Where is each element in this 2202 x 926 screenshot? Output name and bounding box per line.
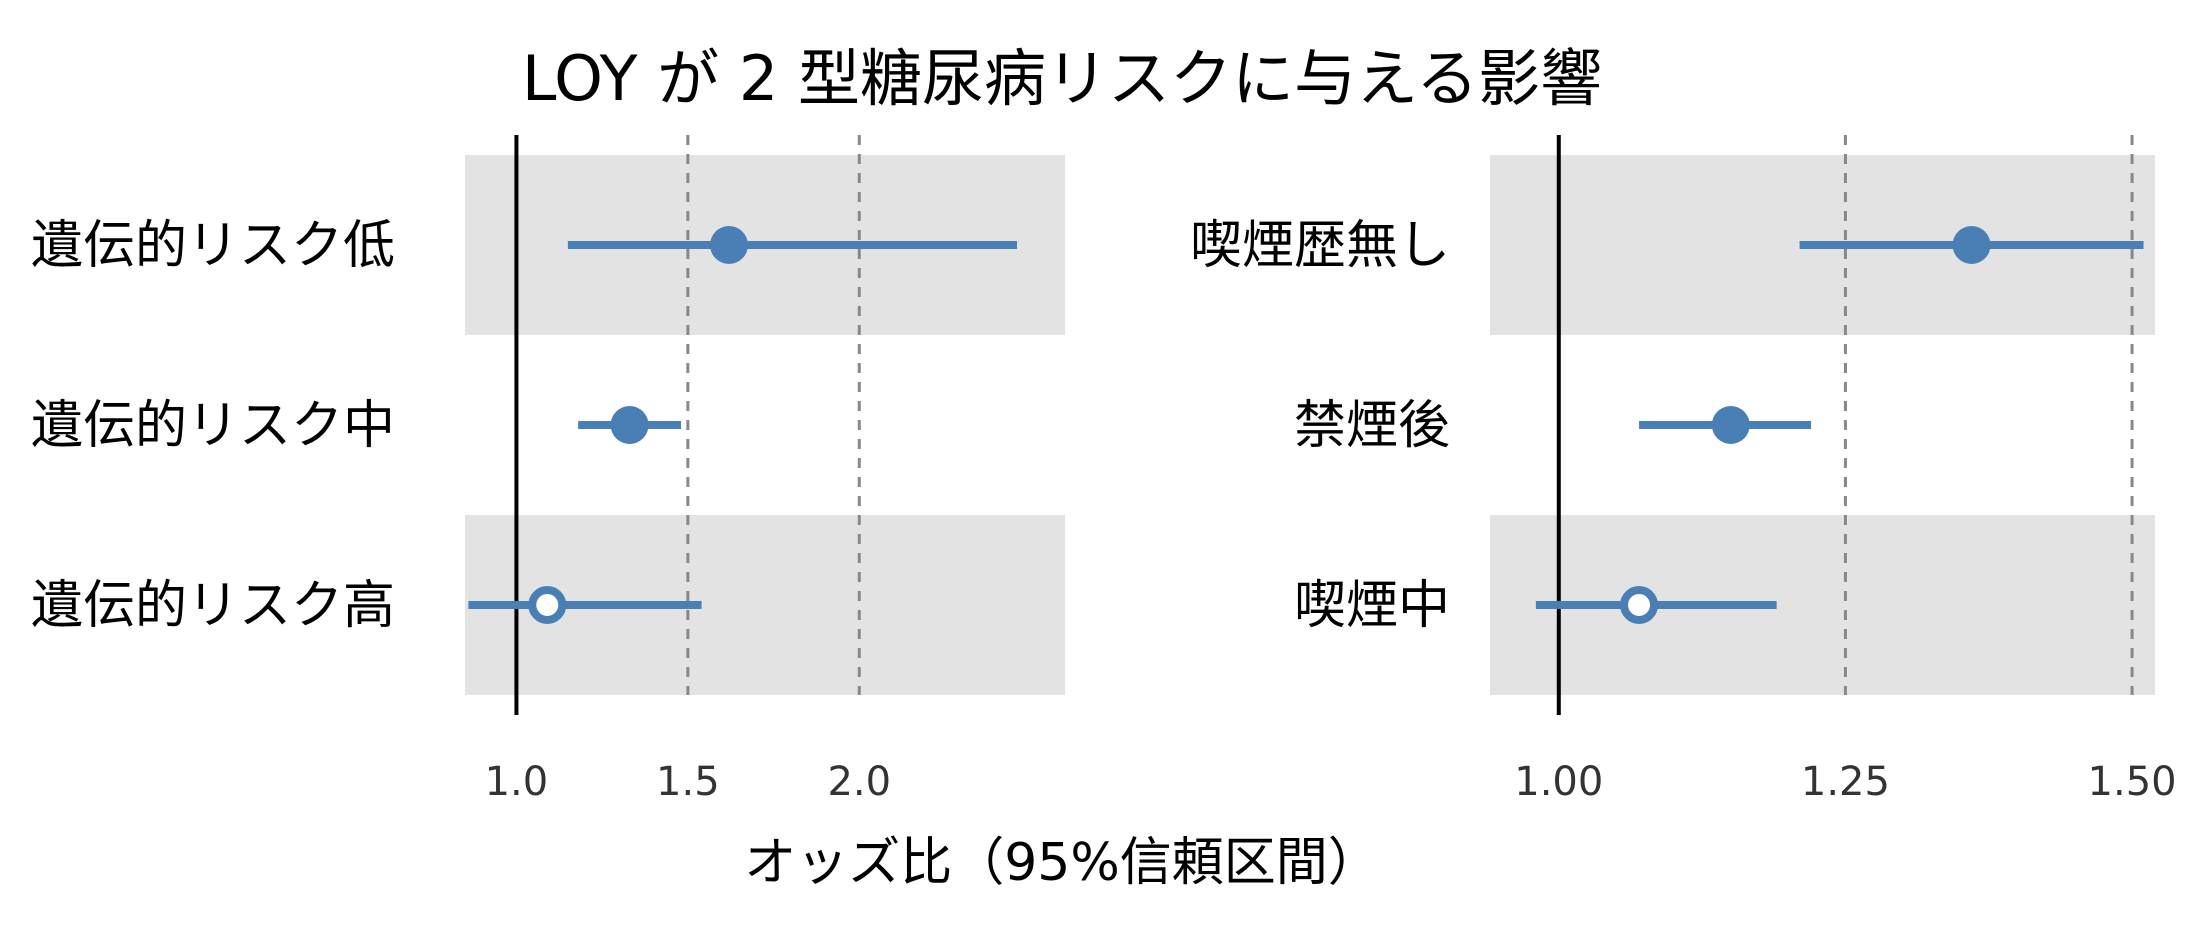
x-tick-label: 1.50 <box>2088 759 2177 805</box>
point-estimate <box>528 586 567 624</box>
point-estimate <box>610 406 649 444</box>
x-tick-label: 1.00 <box>1514 759 1603 805</box>
x-tick-label: 1.0 <box>485 759 549 805</box>
category-label: 喫煙歴無し <box>1190 216 1450 276</box>
category-label: 遺伝的リスク低 <box>31 216 395 276</box>
category-label: 喫煙中 <box>1294 576 1450 636</box>
x-tick-label: 1.5 <box>656 759 720 805</box>
category-label: 遺伝的リスク中 <box>31 396 395 456</box>
point-estimate <box>1952 226 1991 264</box>
x-tick-label: 2.0 <box>827 759 891 805</box>
point-estimate <box>1711 406 1750 444</box>
category-label: 遺伝的リスク高 <box>31 576 395 636</box>
point-estimate <box>710 226 748 264</box>
point-estimate <box>1620 586 1659 624</box>
category-label: 禁煙後 <box>1294 396 1450 456</box>
x-axis-label: オッズ比（95%信頼区間） <box>744 833 1380 893</box>
chart-title: LOY が 2 型糖尿病リスクに与える影響 <box>522 42 1602 115</box>
x-tick-label: 1.25 <box>1801 759 1890 805</box>
